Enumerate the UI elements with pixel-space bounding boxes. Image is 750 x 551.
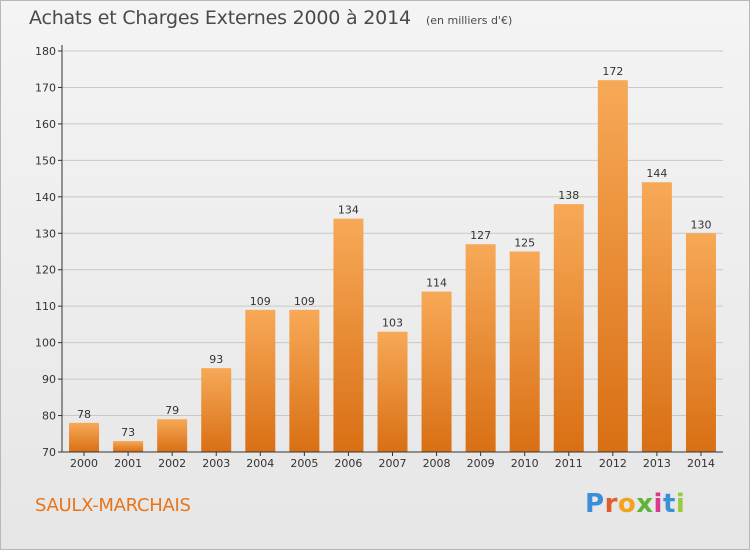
- logo-letter: i: [675, 489, 686, 519]
- bar-2010: [509, 251, 540, 452]
- x-tick-label: 2005: [290, 457, 318, 470]
- data-labels: 78 73 79 93 109 109 134 103 114 127 125 138 172 144 13…: [77, 65, 711, 439]
- bar-2000: [69, 422, 100, 452]
- x-tick-label: 2011: [555, 457, 583, 470]
- y-tick-label: 70: [42, 446, 56, 459]
- data-label-2000: 78: [77, 408, 91, 421]
- x-tick-label: 2010: [511, 457, 539, 470]
- x-tick-label: 2000: [70, 457, 98, 470]
- commune-name: SAULX-MARCHAIS: [35, 495, 191, 516]
- bar-2004: [245, 309, 276, 452]
- x-tick-label: 2006: [334, 457, 362, 470]
- data-label-2004: 109: [250, 295, 271, 308]
- title-row: Achats et Charges Externes 2000 à 2014 (…: [29, 7, 512, 29]
- x-tick-label: 2009: [467, 457, 495, 470]
- bar-2013: [641, 182, 672, 452]
- chart-subtitle: (en milliers d'€): [425, 14, 513, 27]
- data-label-2003: 93: [209, 353, 223, 366]
- logo-letter: t: [662, 489, 676, 519]
- y-tick-label: 110: [35, 300, 56, 313]
- x-tick-label: 2003: [202, 457, 230, 470]
- logo-letter: P: [585, 489, 605, 519]
- bar-2011: [553, 204, 584, 452]
- x-tick-label: 2008: [423, 457, 451, 470]
- data-label-2001: 73: [121, 426, 135, 439]
- data-label-2011: 138: [558, 189, 579, 202]
- y-tick-label: 100: [35, 337, 56, 350]
- x-tick-label: 2013: [643, 457, 671, 470]
- logo-letter: x: [636, 489, 654, 519]
- y-tick-label: 120: [35, 264, 56, 277]
- y-tick-label: 80: [42, 410, 56, 423]
- data-label-2005: 109: [294, 295, 315, 308]
- bar-2007: [377, 331, 408, 452]
- x-tick-label: 2002: [158, 457, 186, 470]
- bar-2001: [113, 441, 144, 452]
- data-label-2012: 172: [602, 65, 623, 78]
- bar-2008: [421, 291, 452, 452]
- y-tick-label: 90: [42, 373, 56, 386]
- x-tick-label: 2014: [687, 457, 715, 470]
- y-tick-label: 140: [35, 191, 56, 204]
- data-label-2014: 130: [690, 218, 711, 231]
- logo-letter: r: [604, 489, 618, 519]
- logo-letter: o: [617, 489, 637, 519]
- data-label-2009: 127: [470, 229, 491, 242]
- x-tick-label: 2012: [599, 457, 627, 470]
- x-tick-label: 2004: [246, 457, 274, 470]
- bars: [69, 80, 716, 452]
- y-tick-label: 150: [35, 154, 56, 167]
- data-label-2006: 134: [338, 204, 359, 217]
- y-tick-label: 170: [35, 81, 56, 94]
- bar-2012: [597, 80, 628, 452]
- bar-2005: [289, 309, 320, 452]
- bar-2002: [157, 419, 188, 452]
- proxiti-logo[interactable]: Proxiti: [585, 489, 685, 519]
- logo-letter: i: [653, 489, 663, 519]
- data-label-2008: 114: [426, 277, 447, 290]
- y-tick-label: 160: [35, 118, 56, 131]
- data-label-2007: 103: [382, 317, 403, 330]
- chart-title: Achats et Charges Externes 2000 à 2014: [29, 7, 411, 29]
- bar-2003: [201, 368, 232, 452]
- x-tick-label: 2001: [114, 457, 142, 470]
- data-label-2002: 79: [165, 404, 179, 417]
- x-tick-label: 2007: [379, 457, 407, 470]
- data-label-2013: 144: [646, 167, 667, 180]
- data-label-2010: 125: [514, 237, 535, 250]
- bar-2006: [333, 218, 364, 452]
- axes: 70 80 90 100 110 120 130 140 150 160 170 180 2000 200…: [35, 45, 723, 470]
- bar-2014: [685, 233, 716, 452]
- y-tick-label: 130: [35, 227, 56, 240]
- bar-2009: [465, 244, 496, 452]
- y-tick-label: 180: [35, 45, 56, 58]
